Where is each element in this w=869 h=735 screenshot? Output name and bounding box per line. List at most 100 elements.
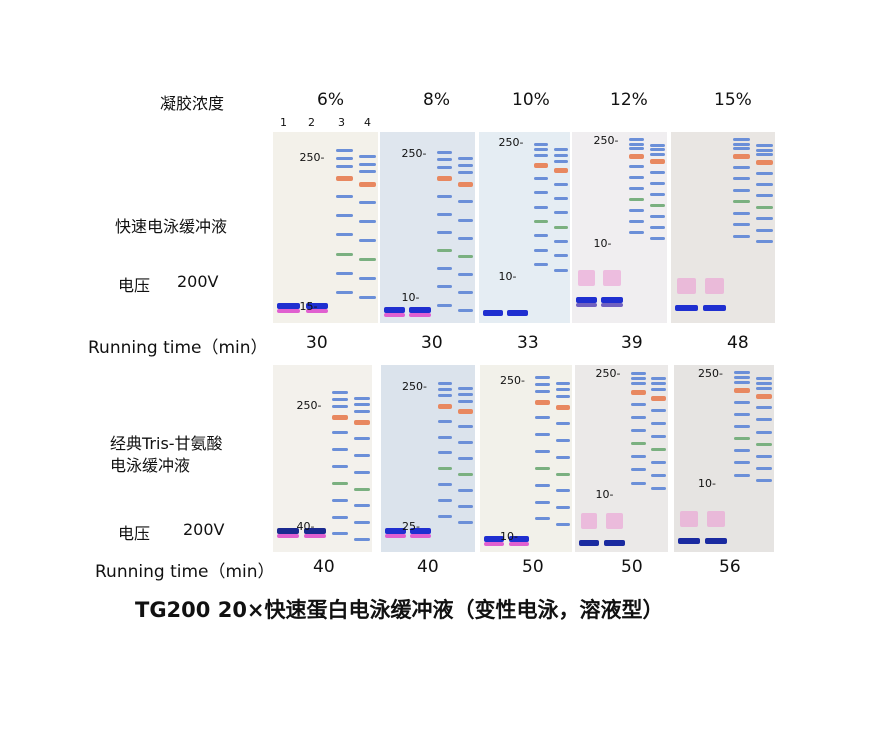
- marker-band: [650, 143, 666, 147]
- marker-band: [651, 461, 667, 464]
- marker-band: [437, 194, 453, 198]
- marker-band: [335, 290, 353, 294]
- marker-band: [553, 148, 569, 152]
- marker-band: [535, 382, 550, 386]
- top-time-10: 33: [517, 333, 539, 353]
- top-time-6: 30: [306, 333, 328, 353]
- marker-size-label: 10-: [595, 488, 614, 502]
- dye-front-band: [305, 308, 329, 313]
- tracking-dye-band: [680, 510, 698, 527]
- marker-band: [354, 453, 370, 457]
- marker-size-label: 15-: [299, 300, 318, 314]
- marker-band: [458, 156, 474, 160]
- marker-size-label: 40-: [296, 520, 315, 534]
- marker-band: [533, 191, 549, 195]
- marker-band: [756, 479, 772, 483]
- marker-size-label: 250-: [299, 151, 325, 165]
- marker-band: [756, 153, 773, 157]
- marker-band: [630, 376, 646, 380]
- marker-band: [335, 149, 353, 153]
- marker-band: [733, 142, 751, 146]
- marker-band: [359, 296, 376, 300]
- marker-band: [332, 391, 349, 395]
- marker-band: [733, 211, 751, 215]
- marker-band: [555, 506, 571, 510]
- marker-band: [756, 171, 773, 175]
- tracking-dye-band: [603, 270, 621, 287]
- dye-front-band: [675, 304, 698, 311]
- marker-band: [629, 175, 645, 179]
- marker-band: [734, 424, 750, 428]
- dye-front-band: [507, 310, 528, 317]
- marker-band: [535, 376, 550, 380]
- top-time-8: 30: [421, 333, 443, 353]
- marker-band: [734, 381, 750, 385]
- marker-band: [332, 431, 349, 435]
- marker-size-label: 250-: [402, 379, 427, 393]
- marker-band: [651, 474, 667, 478]
- marker-band: [437, 151, 453, 155]
- dye-front-band: [383, 306, 405, 313]
- marker-band: [458, 520, 474, 524]
- marker-band: [756, 240, 773, 244]
- marker-band: [437, 212, 453, 216]
- marker-band: [734, 388, 750, 394]
- marker-band: [555, 472, 571, 476]
- marker-band: [630, 429, 646, 433]
- bottom-voltage-label: 电压: [118, 524, 151, 543]
- marker-band: [630, 416, 646, 420]
- marker-band: [553, 254, 569, 258]
- concentration-8: 8%: [423, 90, 450, 110]
- marker-band: [354, 396, 370, 400]
- marker-size-label: 10-: [500, 529, 518, 543]
- marker-band: [354, 403, 370, 407]
- marker-band: [630, 371, 646, 375]
- marker-band: [535, 389, 550, 393]
- marker-band: [533, 220, 549, 224]
- dye-front-band: [409, 312, 431, 317]
- marker-band: [651, 395, 667, 401]
- marker-band: [650, 192, 666, 196]
- marker-band: [650, 152, 666, 156]
- marker-band: [359, 170, 376, 174]
- marker-band: [734, 449, 750, 453]
- marker-band: [555, 395, 571, 399]
- marker-band: [756, 148, 773, 152]
- marker-band: [733, 138, 751, 142]
- marker-band: [437, 165, 453, 169]
- marker-band: [332, 414, 349, 420]
- marker-band: [533, 205, 549, 209]
- marker-band: [651, 382, 667, 386]
- dye-front-band: [578, 539, 600, 546]
- marker-band: [650, 203, 666, 207]
- marker-band: [650, 214, 666, 218]
- marker-band: [437, 419, 453, 423]
- marker-band: [533, 248, 549, 252]
- dye-front-band: [508, 541, 530, 546]
- marker-band: [756, 386, 772, 390]
- marker-band: [437, 285, 453, 289]
- bottom-voltage-value: 200V: [183, 520, 225, 539]
- marker-band: [437, 394, 453, 398]
- marker-band: [335, 157, 353, 160]
- gel-image: 250- 10-: [479, 132, 570, 323]
- marker-size-label: 250-: [500, 374, 525, 388]
- marker-band: [458, 164, 474, 168]
- marker-band: [535, 450, 550, 454]
- marker-band: [437, 303, 453, 307]
- marker-band: [332, 404, 349, 408]
- marker-band: [335, 195, 353, 199]
- marker-band: [437, 230, 453, 234]
- marker-band: [734, 461, 750, 465]
- marker-band: [335, 271, 353, 275]
- marker-band: [650, 225, 666, 229]
- marker-band: [629, 186, 645, 190]
- marker-band: [458, 457, 474, 461]
- dye-front-band: [483, 541, 505, 546]
- marker-band: [458, 182, 474, 188]
- marker-band: [630, 468, 646, 472]
- marker-band: [332, 465, 349, 469]
- marker-band: [651, 387, 667, 391]
- lane-1: 1: [280, 116, 287, 129]
- dye-front-band: [483, 535, 505, 542]
